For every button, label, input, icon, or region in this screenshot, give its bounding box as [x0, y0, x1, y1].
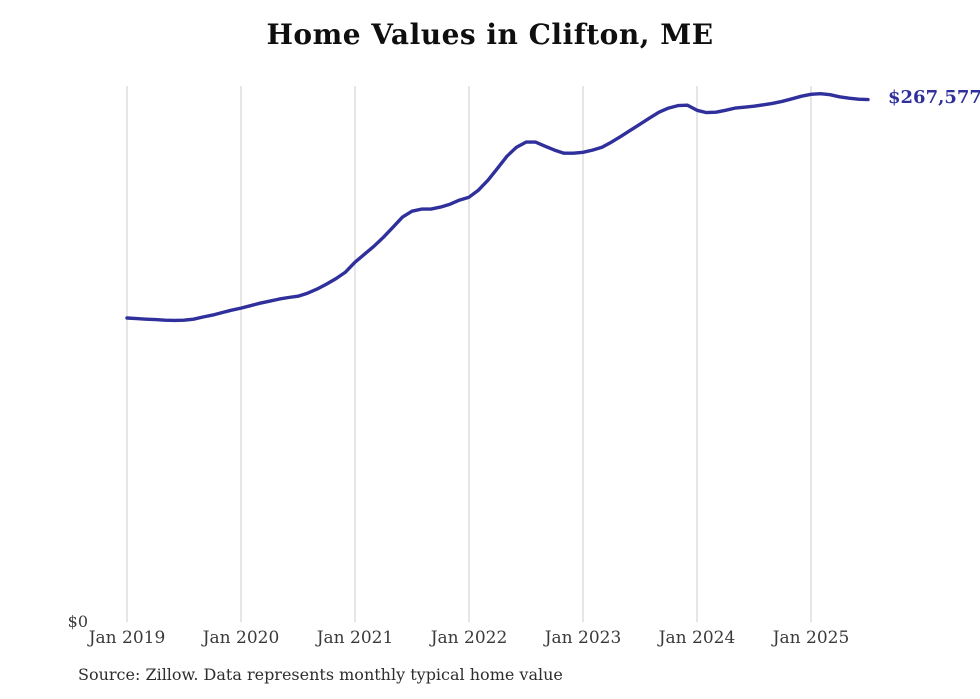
gridlines [126, 86, 812, 622]
x-tick-label: Jan 2024 [658, 628, 736, 648]
source-note: Source: Zillow. Data represents monthly … [78, 665, 563, 684]
x-tick-label: Jan 2019 [88, 628, 166, 648]
y-axis-zero-label: $0 [67, 612, 88, 631]
chart-title: Home Values in Clifton, ME [266, 18, 714, 51]
x-tick-label: Jan 2021 [316, 628, 394, 648]
x-tick-label: Jan 2020 [202, 628, 280, 648]
value-line [125, 92, 870, 323]
end-value-label: $267,577 [888, 87, 980, 108]
x-tick-label: Jan 2022 [430, 628, 508, 648]
x-tick-label: Jan 2023 [544, 628, 622, 648]
x-tick-label: Jan 2025 [772, 628, 850, 648]
